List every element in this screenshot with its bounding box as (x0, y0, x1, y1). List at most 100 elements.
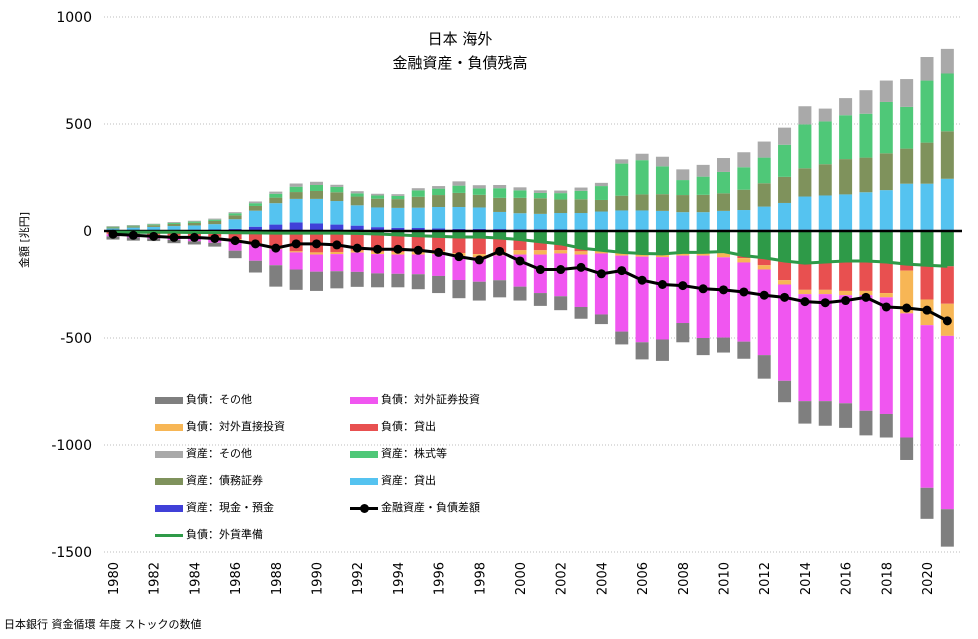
bar-segment (432, 207, 446, 229)
bar-segment (228, 212, 242, 214)
bar-segment (391, 231, 405, 235)
bar-segment (737, 152, 751, 168)
legend-swatch (350, 423, 378, 431)
legend-swatch (155, 533, 183, 537)
bar-segment (106, 228, 120, 231)
bar-segment (737, 167, 751, 190)
bar-segment (126, 225, 140, 227)
net-position-point (230, 236, 240, 246)
bar-segment (879, 297, 893, 414)
bar-segment (635, 160, 649, 195)
net-position-point (637, 275, 647, 285)
net-position-point (576, 262, 586, 272)
bar-segment (859, 410, 873, 436)
bar-segment (269, 203, 283, 225)
y-tick-label: 0 (83, 224, 92, 240)
bar-segment (696, 194, 710, 213)
bar-segment (554, 296, 568, 311)
legend-label: 資産：その他 (186, 447, 252, 460)
y-axis-label: 金額 [兆円] (18, 211, 31, 268)
bar-segment (228, 239, 242, 251)
bar-segment (900, 231, 914, 265)
bar-segment (900, 264, 914, 271)
bar-segment (778, 280, 792, 285)
bar-segment (655, 210, 669, 230)
bar-segment (615, 255, 629, 332)
bar-segment (493, 211, 507, 230)
bar-segment (818, 231, 832, 263)
net-position-point (617, 266, 627, 276)
net-position-point (454, 252, 464, 262)
bar-segment (757, 141, 771, 158)
bar-segment (757, 355, 771, 379)
bar-segment (798, 401, 812, 424)
bar-segment (554, 190, 568, 194)
x-tick-label: 2000 (514, 562, 529, 595)
bar-segment (371, 227, 385, 231)
bar-segment (371, 193, 385, 196)
bar-segment (615, 210, 629, 230)
bar-segment (493, 188, 507, 198)
bar-segment (533, 213, 547, 230)
bar-segment (289, 192, 303, 199)
net-position-point (515, 256, 525, 266)
bar-segment (371, 195, 385, 199)
bar-segment (106, 226, 120, 227)
legend-item: 負債：貸出 (350, 418, 436, 434)
bar-segment (879, 293, 893, 298)
bar-segment (818, 262, 832, 290)
bar-segment (330, 192, 344, 202)
bar-segment (859, 90, 873, 114)
bar-segment (533, 190, 547, 193)
bar-segment (594, 211, 608, 230)
bar-segment (655, 253, 669, 258)
legend-label: 資産：株式等 (381, 447, 447, 460)
bar-segment (513, 239, 527, 251)
bar-segment (167, 222, 181, 224)
bar-segment (798, 196, 812, 230)
bar-segment (350, 193, 364, 197)
y-tick-label: -1000 (51, 438, 92, 454)
bar-segment (432, 236, 446, 252)
x-tick-label: 1992 (351, 562, 366, 595)
bar-segment (472, 236, 486, 255)
bar-segment (228, 215, 242, 220)
bar-segment (574, 187, 588, 191)
bar-segment (452, 207, 466, 229)
legend-swatch (155, 450, 183, 458)
bar-segment (940, 131, 954, 179)
bar-segment (655, 257, 669, 340)
bar-segment (757, 231, 771, 258)
bar-segment (147, 224, 161, 226)
bar-segment (452, 256, 466, 281)
bar-segment (167, 226, 181, 230)
x-tick-label: 1988 (270, 562, 285, 595)
net-position-point (393, 244, 403, 254)
net-position-point (841, 296, 851, 306)
legend-label: 負債：対外証券投資 (381, 393, 480, 406)
bar-segment (452, 185, 466, 193)
bar-segment (208, 219, 222, 221)
legend-item: 負債：その他 (155, 391, 252, 407)
net-position-point (434, 247, 444, 257)
bar-segment (757, 257, 771, 266)
bar-segment (411, 228, 425, 231)
bar-segment (879, 231, 893, 263)
bar-segment (411, 207, 425, 229)
legend-item: 資産：貸出 (350, 472, 436, 488)
bar-segment (289, 269, 303, 290)
bar-segment (411, 196, 425, 208)
net-position-point (535, 265, 545, 275)
bar-segment (248, 210, 262, 227)
bar-segment (310, 223, 323, 231)
bar-segment (920, 231, 934, 266)
bar-segment (574, 306, 588, 319)
x-tick-label: 2018 (880, 562, 895, 595)
bar-segment (717, 171, 730, 194)
bar-segment (391, 273, 405, 288)
x-tick-label: 1984 (188, 562, 203, 595)
bar-segment (737, 262, 751, 342)
bar-segment (330, 186, 344, 193)
bar-segment (167, 223, 181, 227)
bar-segment (432, 186, 446, 189)
